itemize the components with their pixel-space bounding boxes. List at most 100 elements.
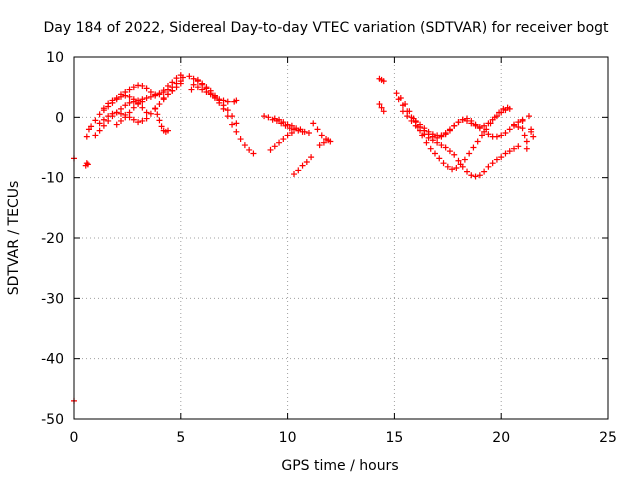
data-point bbox=[523, 138, 530, 145]
data-point bbox=[376, 101, 383, 108]
data-point bbox=[126, 99, 133, 106]
data-point bbox=[438, 142, 445, 149]
data-point bbox=[493, 133, 500, 140]
data-point bbox=[498, 154, 505, 161]
axis-ticks: 0 5 10 15 20 25 -50 -40 -30 -20 -10 0 10 bbox=[41, 50, 617, 446]
data-point bbox=[194, 84, 201, 91]
series-late-arc-4 bbox=[412, 115, 526, 140]
data-point bbox=[423, 139, 430, 146]
data-point bbox=[442, 130, 449, 137]
data-point bbox=[481, 128, 488, 135]
data-point bbox=[530, 133, 537, 140]
data-point bbox=[261, 113, 268, 120]
data-point bbox=[203, 84, 210, 91]
data-point bbox=[478, 132, 485, 139]
data-point bbox=[177, 80, 184, 87]
series-early-arc-7 bbox=[160, 74, 186, 102]
data-point bbox=[265, 114, 272, 121]
data-point bbox=[164, 91, 171, 98]
data-point bbox=[429, 137, 436, 144]
data-point bbox=[96, 111, 103, 118]
data-point bbox=[220, 102, 227, 109]
data-point bbox=[85, 126, 92, 133]
data-point bbox=[241, 142, 248, 149]
data-point bbox=[506, 105, 513, 112]
data-point bbox=[301, 128, 308, 135]
data-point bbox=[314, 126, 321, 133]
data-point bbox=[421, 131, 428, 138]
x-tick-label: 20 bbox=[492, 430, 510, 446]
data-point bbox=[380, 108, 387, 115]
data-point bbox=[152, 92, 159, 99]
data-point bbox=[455, 157, 462, 164]
data-point bbox=[156, 91, 163, 98]
data-point bbox=[126, 93, 133, 100]
data-point bbox=[485, 120, 492, 127]
data-point bbox=[271, 143, 278, 150]
data-point bbox=[528, 126, 535, 133]
chart-title: Day 184 of 2022, Sidereal Day-to-day VTE… bbox=[43, 20, 609, 36]
series-afternoon-isolated bbox=[376, 75, 387, 115]
series-late-arc-1 bbox=[393, 90, 511, 173]
data-point bbox=[297, 126, 304, 133]
data-point bbox=[143, 109, 150, 116]
series-early-arc-4 bbox=[100, 92, 150, 116]
data-point bbox=[502, 150, 509, 157]
data-point bbox=[468, 172, 475, 179]
data-point bbox=[412, 117, 419, 124]
data-point bbox=[515, 123, 522, 130]
data-point bbox=[459, 116, 466, 123]
data-point bbox=[117, 110, 124, 117]
data-point bbox=[113, 109, 120, 116]
data-point bbox=[122, 102, 129, 109]
data-point bbox=[399, 108, 406, 115]
data-point bbox=[156, 117, 163, 124]
data-point bbox=[237, 136, 244, 143]
data-point bbox=[404, 113, 411, 120]
data-point bbox=[393, 90, 400, 97]
data-point bbox=[308, 154, 315, 161]
data-point bbox=[451, 151, 458, 158]
grid bbox=[74, 57, 608, 419]
data-point bbox=[147, 93, 154, 100]
data-point bbox=[395, 96, 402, 103]
data-point bbox=[525, 113, 532, 120]
data-point bbox=[493, 113, 500, 120]
data-point bbox=[470, 144, 477, 151]
data-point bbox=[464, 115, 471, 122]
data-point bbox=[502, 130, 509, 137]
data-point bbox=[229, 113, 236, 120]
data-point bbox=[233, 97, 240, 104]
y-tick-label: 10 bbox=[46, 50, 64, 66]
data-point bbox=[318, 132, 325, 139]
data-point bbox=[519, 117, 526, 124]
data-point bbox=[147, 110, 154, 117]
data-point bbox=[474, 138, 481, 145]
data-point bbox=[378, 104, 385, 111]
series-noon-arc-4 bbox=[291, 154, 315, 178]
data-point bbox=[113, 121, 120, 128]
series-early-arc-3 bbox=[96, 87, 176, 127]
data-point bbox=[451, 122, 458, 129]
data-point bbox=[224, 107, 231, 114]
series-late-arc-3 bbox=[399, 108, 522, 180]
data-point bbox=[152, 105, 159, 112]
data-point bbox=[173, 75, 180, 82]
data-point bbox=[515, 143, 522, 150]
series-noon-arc-6 bbox=[316, 137, 332, 149]
data-point bbox=[143, 115, 150, 122]
data-point bbox=[295, 167, 302, 174]
data-point bbox=[126, 86, 133, 93]
data-point bbox=[425, 134, 432, 141]
data-point bbox=[158, 123, 165, 130]
data-point bbox=[427, 145, 434, 152]
data-point bbox=[154, 111, 161, 118]
data-point bbox=[267, 146, 274, 153]
series-noon-arc-2 bbox=[267, 130, 295, 153]
data-point bbox=[449, 166, 456, 173]
data-point bbox=[271, 115, 278, 122]
y-tick-label: 0 bbox=[55, 110, 64, 126]
data-point bbox=[466, 150, 473, 157]
series-late-isolated bbox=[511, 113, 537, 152]
data-point bbox=[83, 133, 90, 140]
